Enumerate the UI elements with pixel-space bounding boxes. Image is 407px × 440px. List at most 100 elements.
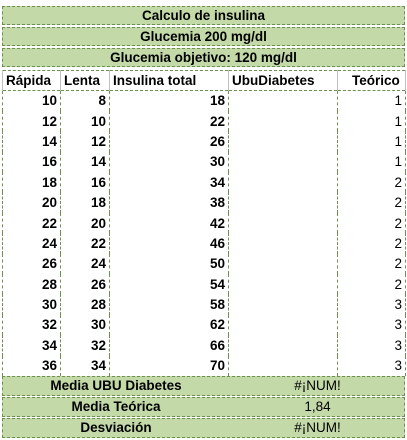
cell-lenta[interactable]: 20: [60, 212, 110, 234]
cell-ubudiabetes[interactable]: [228, 294, 338, 315]
cell-rapida[interactable]: 36: [2, 355, 61, 376]
column-header-rapida[interactable]: Rápida: [2, 70, 61, 91]
cell-ubudiabetes[interactable]: [228, 172, 338, 193]
cell-teorico[interactable]: 3: [337, 335, 406, 356]
table-row: 32 30 62 3: [2, 314, 406, 336]
cell-insulina-total[interactable]: 18: [109, 90, 229, 111]
cell-lenta[interactable]: 18: [60, 192, 110, 213]
cell-insulina-total[interactable]: 46: [109, 233, 229, 254]
cell-lenta[interactable]: 24: [60, 253, 110, 275]
cell-insulina-total[interactable]: 42: [109, 212, 229, 234]
cell-insulina-total[interactable]: 62: [109, 314, 229, 336]
cell-insulina-total[interactable]: 70: [109, 355, 229, 376]
insulin-table: Rápida Lenta Insulina total UbuDiabetes …: [2, 70, 406, 376]
cell-ubudiabetes[interactable]: [228, 131, 338, 152]
summary-row-media-ubu: Media UBU Diabetes #¡NUM!: [2, 376, 405, 396]
cell-insulina-total[interactable]: 34: [109, 172, 229, 193]
cell-lenta[interactable]: 34: [60, 355, 110, 376]
table-row: 10 8 18 1: [2, 90, 406, 111]
cell-rapida[interactable]: 20: [2, 192, 61, 213]
cell-rapida[interactable]: 10: [2, 90, 61, 111]
cell-ubudiabetes[interactable]: [228, 90, 338, 111]
cell-ubudiabetes[interactable]: [228, 110, 338, 132]
cell-rapida[interactable]: 18: [2, 172, 61, 193]
cell-teorico[interactable]: 3: [337, 314, 406, 336]
cell-lenta[interactable]: 16: [60, 172, 110, 193]
cell-teorico[interactable]: 2: [337, 233, 406, 254]
cell-ubudiabetes[interactable]: [228, 355, 338, 376]
summary-label[interactable]: Media Teórica: [71, 399, 161, 414]
table-row: 22 20 42 2: [2, 212, 406, 234]
cell-teorico[interactable]: 2: [337, 172, 406, 193]
cell-lenta[interactable]: 28: [60, 294, 110, 315]
column-header-insulina-total[interactable]: Insulina total: [109, 70, 229, 91]
table-row: 20 18 38 2: [2, 192, 406, 213]
table-row: 30 28 58 3: [2, 294, 406, 315]
cell-teorico[interactable]: 1: [337, 90, 406, 111]
cell-rapida[interactable]: 12: [2, 110, 61, 132]
target-glucose-banner[interactable]: Glucemia objetivo: 120 mg/dl: [2, 48, 405, 67]
cell-ubudiabetes[interactable]: [228, 212, 338, 234]
column-header-teorico[interactable]: Teórico: [337, 70, 406, 91]
summary-label[interactable]: Media UBU Diabetes: [50, 378, 182, 393]
table-header-row: Rápida Lenta Insulina total UbuDiabetes …: [2, 70, 406, 91]
table-row: 34 32 66 3: [2, 335, 406, 356]
summary-value[interactable]: #¡NUM!: [294, 378, 341, 393]
cell-lenta[interactable]: 8: [60, 90, 110, 111]
cell-rapida[interactable]: 22: [2, 212, 61, 234]
cell-teorico[interactable]: 2: [337, 192, 406, 213]
cell-insulina-total[interactable]: 26: [109, 131, 229, 152]
cell-rapida[interactable]: 28: [2, 274, 61, 295]
cell-insulina-total[interactable]: 38: [109, 192, 229, 213]
summary-value[interactable]: 1,84: [304, 399, 331, 414]
cell-lenta[interactable]: 32: [60, 335, 110, 356]
cell-teorico[interactable]: 3: [337, 294, 406, 315]
cell-ubudiabetes[interactable]: [228, 253, 338, 275]
cell-ubudiabetes[interactable]: [228, 151, 338, 173]
summary-label[interactable]: Desviación: [80, 420, 152, 435]
column-header-ubudiabetes[interactable]: UbuDiabetes: [228, 70, 338, 91]
cell-teorico[interactable]: 1: [337, 110, 406, 132]
cell-ubudiabetes[interactable]: [228, 335, 338, 356]
cell-teorico[interactable]: 1: [337, 131, 406, 152]
cell-ubudiabetes[interactable]: [228, 233, 338, 254]
cell-insulina-total[interactable]: 54: [109, 274, 229, 295]
table-body: 10 8 18 1 12 10 22 1 14 12 26 1 16 14 30 1 18 16 34 2 20 18 38…: [2, 90, 406, 376]
cell-teorico[interactable]: 2: [337, 212, 406, 234]
column-header-lenta[interactable]: Lenta: [60, 70, 110, 91]
cell-insulina-total[interactable]: 22: [109, 110, 229, 132]
cell-rapida[interactable]: 14: [2, 131, 61, 152]
cell-lenta[interactable]: 10: [60, 110, 110, 132]
cell-teorico[interactable]: 3: [337, 355, 406, 376]
summary-value[interactable]: #¡NUM!: [294, 420, 341, 435]
cell-insulina-total[interactable]: 58: [109, 294, 229, 315]
cell-lenta[interactable]: 26: [60, 274, 110, 295]
table-row: 14 12 26 1: [2, 131, 406, 152]
cell-ubudiabetes[interactable]: [228, 314, 338, 336]
table-row: 28 26 54 2: [2, 274, 406, 295]
cell-lenta[interactable]: 14: [60, 151, 110, 173]
cell-rapida[interactable]: 26: [2, 253, 61, 275]
table-row: 12 10 22 1: [2, 110, 406, 132]
cell-insulina-total[interactable]: 50: [109, 253, 229, 275]
cell-teorico[interactable]: 2: [337, 274, 406, 295]
cell-rapida[interactable]: 16: [2, 151, 61, 173]
cell-rapida[interactable]: 30: [2, 294, 61, 315]
cell-ubudiabetes[interactable]: [228, 192, 338, 213]
cell-teorico[interactable]: 2: [337, 253, 406, 275]
table-row: 36 34 70 3: [2, 355, 406, 376]
cell-lenta[interactable]: 30: [60, 314, 110, 336]
cell-lenta[interactable]: 22: [60, 233, 110, 254]
cell-ubudiabetes[interactable]: [228, 274, 338, 295]
cell-insulina-total[interactable]: 66: [109, 335, 229, 356]
sheet-title[interactable]: Calculo de insulina: [2, 6, 405, 25]
table-row: 24 22 46 2: [2, 233, 406, 254]
cell-rapida[interactable]: 24: [2, 233, 61, 254]
glucose-level-banner[interactable]: Glucemia 200 mg/dl: [2, 27, 405, 46]
cell-teorico[interactable]: 1: [337, 151, 406, 173]
cell-rapida[interactable]: 32: [2, 314, 61, 336]
cell-lenta[interactable]: 12: [60, 131, 110, 152]
cell-insulina-total[interactable]: 30: [109, 151, 229, 173]
cell-rapida[interactable]: 34: [2, 335, 61, 356]
